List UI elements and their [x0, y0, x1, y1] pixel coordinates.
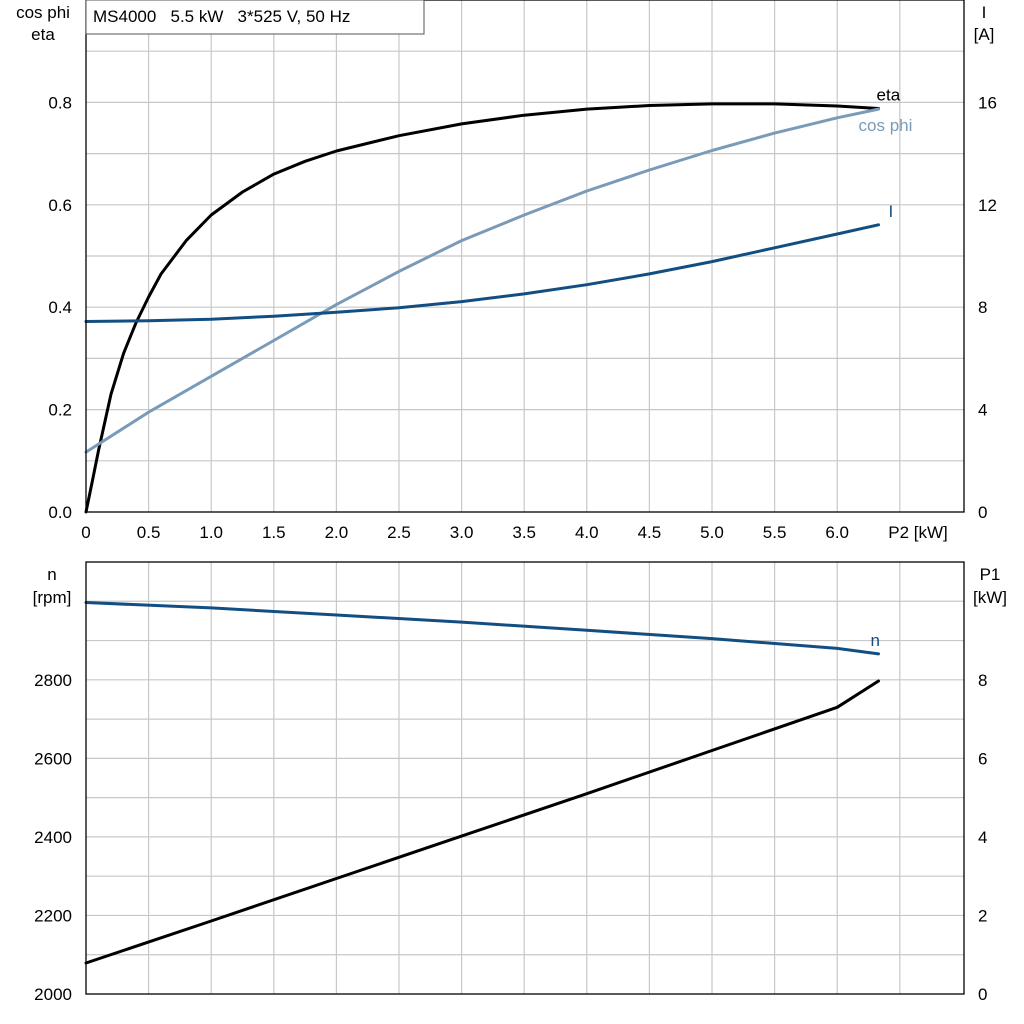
top-grid [86, 0, 964, 512]
left-axis-title-n: n [47, 565, 56, 584]
left-tick-label: 2400 [34, 828, 72, 847]
bottom-left-tick-labels: 2000 2200 2400 2600 2800 [34, 671, 72, 1004]
right-tick-label: 8 [978, 298, 987, 317]
bottom-grid [86, 562, 964, 994]
x-tick-label: 5.5 [763, 523, 787, 542]
bottom-series-labels: n [871, 631, 880, 650]
top-curves [84, 102, 880, 514]
x-tick-label: 2.0 [325, 523, 349, 542]
x-tick-label: 1.5 [262, 523, 286, 542]
top-left-tick-labels: 0.0 0.2 0.4 0.6 0.8 [48, 93, 72, 522]
top-right-tick-labels: 0 4 8 12 16 [978, 93, 997, 522]
left-axis-title-eta: eta [31, 25, 55, 44]
right-tick-label: 0 [978, 503, 987, 522]
eta-curve [84, 102, 880, 514]
right-tick-label: 8 [978, 671, 987, 690]
x-tick-label: 2.5 [387, 523, 411, 542]
right-tick-label: 0 [978, 985, 987, 1004]
right-axis-unit-amperes: [A] [974, 25, 995, 44]
motor-title: MS4000 5.5 kW 3*525 V, 50 Hz [93, 7, 350, 26]
bottom-plot-frame [85, 561, 965, 995]
left-tick-label: 2000 [34, 985, 72, 1004]
right-axis-title-p1: P1 [980, 565, 1001, 584]
left-tick-label: 0.4 [48, 298, 72, 317]
top-series-labels: eta cos phi I [859, 86, 913, 221]
top-x-tick-labels: 0 0.5 1.0 1.5 2.0 2.5 3.0 3.5 4.0 4.5 5.0 5.5 6.0 [81, 523, 849, 542]
cos-phi-series-label: cos phi [859, 116, 913, 135]
right-axis-unit-kw: [kW] [973, 588, 1007, 607]
top-panel: 0 0.5 1.0 1.5 2.0 2.5 3.0 3.5 4.0 4.5 5.0 5.5 6.0 0.… [16, 0, 997, 542]
cos-phi-curve [84, 107, 880, 454]
x-tick-label: 5.0 [700, 523, 724, 542]
left-tick-label: 0.6 [48, 196, 72, 215]
left-tick-label: 2600 [34, 749, 72, 768]
x-tick-label: 4.5 [638, 523, 662, 542]
title-box [85, 0, 425, 35]
top-plot-frame [85, 0, 965, 513]
x-tick-label: 3.0 [450, 523, 474, 542]
right-tick-label: 4 [978, 401, 987, 420]
bottom-right-tick-labels: 0 2 4 6 8 [978, 671, 987, 1004]
bottom-curves [84, 601, 880, 965]
right-axis-title-current: I [982, 3, 987, 22]
x-tick-label: 0 [81, 523, 90, 542]
eta-series-label: eta [877, 86, 901, 105]
left-tick-label: 0.8 [48, 93, 72, 112]
x-tick-label: 3.5 [512, 523, 536, 542]
x-tick-label: 1.0 [199, 523, 223, 542]
current-series-label: I [889, 202, 894, 221]
right-tick-label: 4 [978, 828, 987, 847]
x-tick-label: 6.0 [825, 523, 849, 542]
right-tick-label: 6 [978, 749, 987, 768]
right-tick-label: 2 [978, 906, 987, 925]
x-tick-label: 0.5 [137, 523, 161, 542]
x-tick-label: 4.0 [575, 523, 599, 542]
left-axis-unit-rpm: [rpm] [33, 588, 72, 607]
speed-series-label: n [871, 631, 880, 650]
left-tick-label: 0.0 [48, 503, 72, 522]
current-curve [84, 223, 880, 323]
speed-curve [84, 601, 880, 656]
left-tick-label: 2200 [34, 906, 72, 925]
p1-curve [84, 679, 880, 965]
left-tick-label: 2800 [34, 671, 72, 690]
x-axis-title-p2: P2 [kW] [888, 523, 948, 542]
right-tick-label: 16 [978, 93, 997, 112]
left-axis-title-cos-phi: cos phi [16, 3, 70, 22]
right-tick-label: 12 [978, 196, 997, 215]
left-tick-label: 0.2 [48, 401, 72, 420]
